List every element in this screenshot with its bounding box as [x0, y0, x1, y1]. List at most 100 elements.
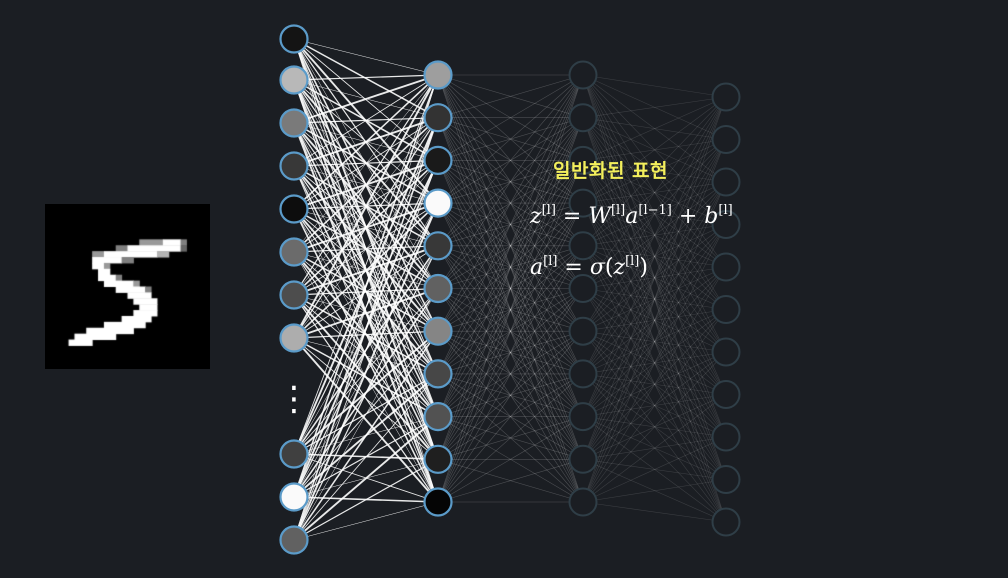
edge-faded	[582, 117, 727, 310]
edge-faded	[437, 373, 584, 417]
edge	[293, 117, 439, 339]
hidden1-node	[423, 231, 453, 261]
edge	[293, 337, 439, 460]
edge-faded	[437, 160, 584, 247]
edge-faded	[582, 245, 727, 438]
eq2-a: a	[530, 255, 544, 280]
edge-faded	[582, 245, 727, 310]
hidden1-node	[423, 103, 453, 133]
edge-faded	[437, 245, 584, 332]
edge-faded	[437, 245, 584, 503]
edge-faded	[582, 160, 727, 395]
edge-faded	[582, 74, 727, 225]
edge-faded	[582, 416, 727, 480]
eq1-b: b	[704, 204, 719, 229]
edge-faded	[582, 202, 727, 225]
edge	[293, 38, 439, 76]
edge-faded	[437, 74, 584, 332]
edge-faded	[437, 245, 584, 417]
edge	[293, 287, 439, 339]
edge-faded	[437, 202, 584, 503]
edge-faded	[437, 288, 584, 375]
input-node	[279, 323, 309, 353]
hidden3-node	[711, 380, 741, 409]
edge-faded	[437, 373, 584, 460]
edge	[293, 337, 439, 503]
edge-faded	[582, 224, 727, 460]
edge-faded	[582, 266, 727, 460]
edge-faded	[437, 74, 584, 118]
input-node	[279, 525, 309, 555]
edge-faded	[437, 245, 584, 289]
edge-faded	[437, 74, 584, 289]
edge-faded	[582, 416, 727, 438]
edge-faded	[437, 74, 584, 460]
edge-faded	[582, 96, 727, 375]
input-node	[279, 482, 309, 512]
hidden1-node	[423, 316, 453, 346]
edge-faded	[582, 96, 727, 417]
edge-faded	[582, 139, 727, 375]
edge-faded	[582, 181, 727, 417]
edge-faded	[582, 288, 727, 523]
edge-faded	[582, 117, 727, 225]
edge-faded	[437, 117, 584, 289]
edge-faded	[437, 416, 584, 460]
edge-faded	[437, 288, 584, 332]
eq2-z: z	[613, 255, 626, 280]
edge-faded	[582, 245, 727, 353]
faded-edges-hidden2-hidden3	[582, 74, 727, 523]
edge	[293, 288, 439, 541]
edge-faded	[437, 74, 584, 204]
edge-faded	[437, 74, 584, 246]
edge-faded	[582, 330, 727, 395]
edge	[293, 202, 439, 541]
edge-faded	[582, 74, 727, 480]
hidden3-node	[711, 295, 741, 324]
edge-faded	[582, 309, 727, 460]
edge-faded	[437, 330, 584, 375]
edge-faded	[582, 245, 727, 523]
edge-faded	[582, 309, 727, 375]
hidden2-node	[568, 188, 598, 218]
edge-faded	[437, 202, 584, 460]
edge-faded	[437, 74, 584, 375]
edge-faded	[437, 74, 584, 417]
edge-faded	[437, 331, 584, 503]
edge-faded	[582, 117, 727, 183]
edge-faded	[582, 181, 727, 332]
edge-faded	[582, 288, 727, 480]
hidden2-node	[568, 359, 598, 389]
edge-faded	[437, 74, 584, 503]
edge-faded	[437, 74, 584, 289]
edge-faded	[582, 330, 727, 480]
edge-faded	[582, 373, 727, 480]
edge-faded	[437, 202, 584, 375]
hidden3-node	[711, 167, 741, 197]
edge-faded	[582, 117, 727, 480]
edge-faded	[437, 202, 584, 417]
edge-faded	[582, 202, 727, 353]
hidden2-node	[568, 402, 598, 432]
edge-faded	[582, 139, 727, 204]
edge-faded	[437, 117, 584, 460]
hidden1-node	[423, 145, 453, 175]
edge-faded	[437, 373, 584, 460]
edge-faded	[437, 373, 584, 503]
hidden3-node	[711, 507, 741, 537]
eq2-a-sup: [l]	[543, 254, 558, 269]
edge-faded	[582, 96, 727, 332]
edge-faded	[437, 330, 584, 375]
edge-faded	[582, 416, 727, 523]
hidden2-node	[568, 316, 598, 346]
hidden1-node	[423, 273, 453, 304]
edge-faded	[437, 245, 584, 503]
edge-faded	[582, 139, 727, 417]
edge-faded	[582, 288, 727, 438]
equation-activation: a[l] = σ(z[l])	[530, 255, 648, 280]
edge	[293, 74, 439, 498]
edge-faded	[437, 117, 584, 503]
edge-faded	[582, 202, 727, 438]
edge-faded	[437, 202, 584, 375]
edge	[293, 160, 439, 541]
